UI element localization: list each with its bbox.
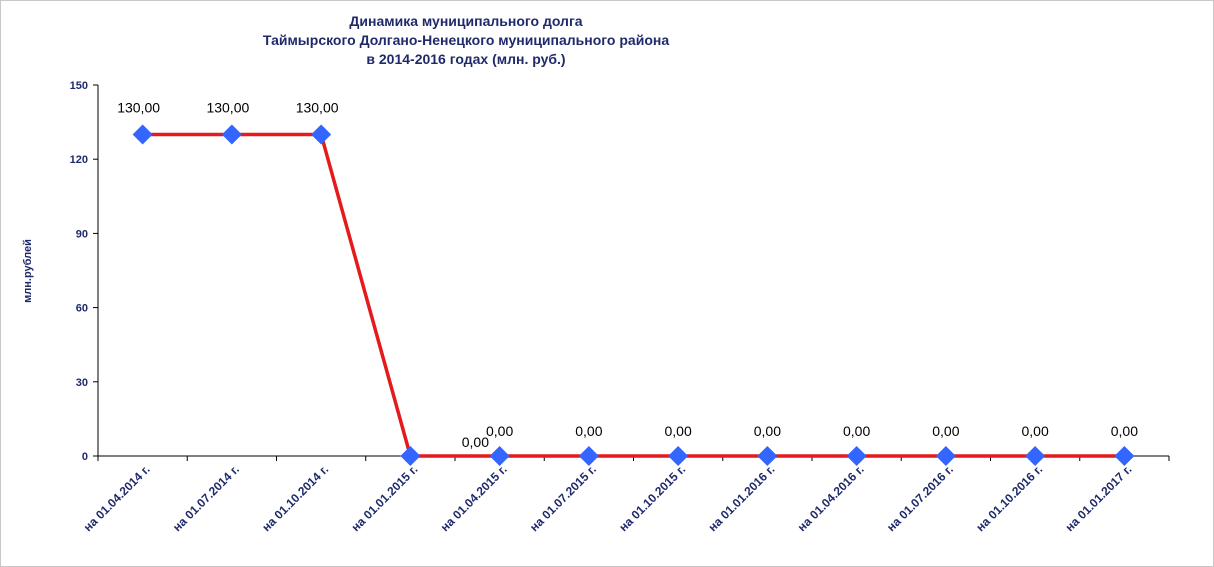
y-tick-label: 120 xyxy=(70,154,88,166)
data-point-marker xyxy=(132,124,153,145)
x-tick-label: на 01.07.2014 г. xyxy=(170,462,242,534)
data-label: 130,00 xyxy=(117,99,160,115)
chart-title-line-3: в 2014-2016 годах (млн. руб.) xyxy=(366,51,566,67)
x-tick-label: на 01.01.2016 г. xyxy=(706,462,778,534)
x-tick-label: на 01.10.2014 г. xyxy=(259,462,331,534)
chart-title-line-1: Динамика муниципального долга xyxy=(349,13,583,29)
series-line xyxy=(142,132,1125,458)
chart-title-line-2: Таймырского Долгано-Ненецкого муниципаль… xyxy=(262,32,670,48)
y-tick-label: 90 xyxy=(76,228,88,240)
data-point-marker xyxy=(311,124,332,145)
x-tick-label: на 01.07.2016 г. xyxy=(884,462,956,534)
data-label: 0,00 xyxy=(665,423,692,439)
y-tick-label: 0 xyxy=(82,451,88,463)
x-tick-label: на 01.04.2015 г. xyxy=(438,462,510,534)
x-tick-label: на 01.01.2017 г. xyxy=(1063,462,1135,534)
data-point-marker xyxy=(668,446,689,466)
data-label-extra: 0,00 xyxy=(462,434,489,450)
data-label: 0,00 xyxy=(932,423,959,439)
data-label: 0,00 xyxy=(754,423,781,439)
x-tick-label: на 01.04.2014 г. xyxy=(81,462,153,534)
data-point-marker xyxy=(221,124,242,145)
data-label: 130,00 xyxy=(296,99,339,115)
x-tick-label: на 01.04.2016 г. xyxy=(795,462,867,534)
data-label: 0,00 xyxy=(486,423,513,439)
y-tick-label: 60 xyxy=(76,303,88,315)
x-tick-label: на 01.01.2015 г. xyxy=(349,462,421,534)
x-tick-label: на 01.07.2015 г. xyxy=(527,462,599,534)
data-point-marker xyxy=(489,446,510,466)
data-label: 0,00 xyxy=(1022,423,1049,439)
data-label: 0,00 xyxy=(1111,423,1138,439)
data-label: 130,00 xyxy=(206,99,249,115)
data-point-marker xyxy=(578,446,599,466)
data-point-marker xyxy=(1025,446,1046,466)
data-point-marker xyxy=(400,446,421,466)
data-point-marker xyxy=(1114,446,1135,466)
data-point-marker xyxy=(935,446,956,466)
y-tick-label: 150 xyxy=(70,80,88,92)
x-tick-label: на 01.10.2016 г. xyxy=(973,462,1045,534)
data-point-marker xyxy=(757,446,778,466)
data-label: 0,00 xyxy=(843,423,870,439)
y-axis-title: млн.рублей xyxy=(22,239,34,303)
data-point-marker xyxy=(846,446,867,466)
y-tick-label: 30 xyxy=(76,377,88,389)
x-tick-label: на 01.10.2015 г. xyxy=(616,462,688,534)
data-label: 0,00 xyxy=(575,423,602,439)
